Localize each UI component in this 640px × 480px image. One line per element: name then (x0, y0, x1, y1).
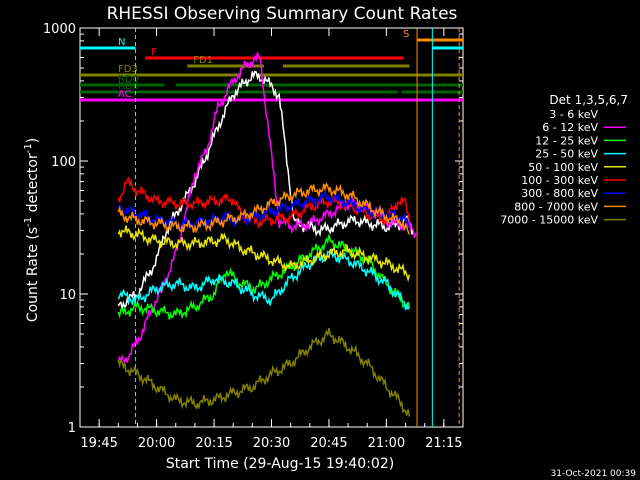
x-tick-label: 20:15 (195, 436, 232, 451)
x-tick-label: 20:30 (253, 436, 290, 451)
flag-label: RD6 (118, 81, 139, 92)
flag-label: F (151, 47, 157, 58)
flag-label: S (403, 29, 409, 40)
legend-label: 3 - 6 keV (549, 108, 598, 121)
flag-label: FD1 (193, 55, 213, 66)
flag-label: N (118, 37, 125, 48)
y-tick-label: 1 (68, 421, 76, 436)
flag-label: AC (118, 89, 132, 100)
x-axis-label: Start Time (29-Aug-15 19:40:02) (166, 456, 394, 472)
y-tick-label: 1000 (43, 22, 76, 37)
y-axis-label: Count Rate (s-1 detector-1) (23, 138, 41, 322)
y-tick-label: 10 (59, 288, 76, 303)
legend-label: 300 - 800 keV (521, 187, 598, 200)
x-tick-label: 19:45 (80, 436, 117, 451)
series-line (117, 327, 411, 417)
series-line (117, 182, 411, 235)
legend-label: 800 - 7000 keV (514, 200, 598, 213)
x-tick-label: 20:00 (138, 436, 175, 451)
x-tick-label: 21:00 (368, 436, 405, 451)
legend-label: 100 - 300 keV (521, 174, 598, 187)
flag-label: RD0 (118, 74, 139, 85)
footer-date: 31-Oct-2021 00:39 (551, 469, 637, 479)
series-line (117, 234, 411, 320)
legend-label: 50 - 100 keV (528, 161, 598, 174)
series-line (117, 225, 411, 283)
chart-title: RHESSI Observing Summary Count Rates (107, 4, 458, 24)
x-tick-label: 21:15 (425, 436, 462, 451)
legend-label: 25 - 50 keV (535, 148, 598, 161)
legend-title: Det 1,3,5,6,7 (549, 93, 628, 107)
x-axis: 19:45 20:00 20:15 20:30 20:45 21:00 21:15 (79, 28, 464, 451)
flag-label: FD3 (118, 64, 138, 75)
y-axis: 1 10 100 1000 (43, 22, 463, 436)
series-line (117, 248, 411, 311)
series-group (117, 52, 418, 417)
legend-label: 12 - 25 keV (535, 134, 598, 147)
legend-label: 6 - 12 keV (542, 121, 598, 134)
x-tick-label: 20:45 (310, 436, 347, 451)
y-tick-label: 100 (51, 155, 76, 170)
legend-label: 7000 - 15000 keV (500, 214, 598, 227)
